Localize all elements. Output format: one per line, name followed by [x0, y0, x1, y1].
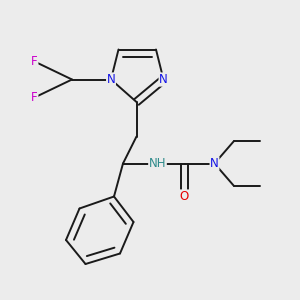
Text: F: F — [31, 55, 38, 68]
Text: NH: NH — [149, 157, 166, 170]
Text: O: O — [180, 190, 189, 203]
Text: N: N — [159, 73, 168, 86]
Text: N: N — [106, 73, 116, 86]
Text: F: F — [31, 91, 38, 104]
Text: N: N — [210, 157, 219, 170]
